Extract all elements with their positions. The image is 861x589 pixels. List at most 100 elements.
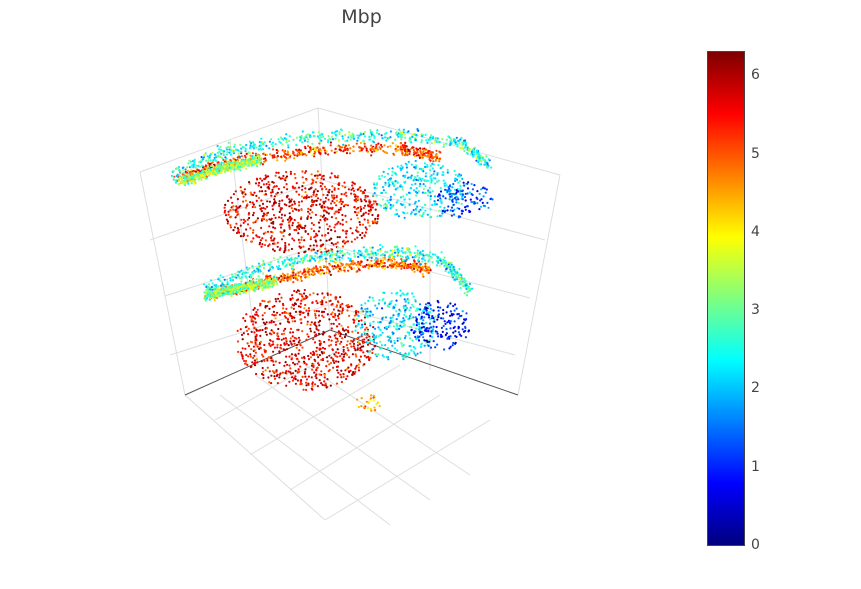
data-point [233,284,236,287]
data-point [232,229,235,232]
data-point [309,327,312,330]
data-point [457,190,460,193]
data-point [261,328,264,332]
data-point [413,155,417,158]
data-point [257,262,261,265]
grid-line [321,179,546,241]
data-point [418,185,421,188]
data-point [333,196,336,199]
data-point [314,334,317,337]
data-point [332,194,336,197]
data-point [414,213,417,216]
data-point [403,149,406,152]
data-point [240,280,243,283]
data-point [247,333,250,336]
scatter-3d-scene[interactable] [0,0,700,589]
data-point [307,307,310,310]
data-point [204,164,207,167]
data-point [182,175,185,178]
data-point [420,268,423,271]
data-point [242,332,245,335]
data-point [279,226,283,229]
data-point [216,155,219,158]
data-point [278,200,281,203]
data-point [355,142,358,145]
data-point [250,193,253,196]
data-point [434,136,437,139]
data-point [297,360,300,363]
data-point [326,360,329,363]
data-point [384,202,387,205]
data-point [422,150,425,153]
data-point [325,223,329,226]
data-point [247,213,250,216]
data-point [385,139,388,142]
data-point [323,340,326,344]
data-point [484,160,487,163]
data-point [369,149,372,152]
data-point [282,279,286,282]
data-point [352,371,355,374]
data-point [464,192,467,195]
data-point [332,267,335,271]
data-point [331,185,334,188]
data-point [365,200,368,203]
data-point [437,179,440,182]
data-point [421,156,424,159]
data-point [209,159,212,162]
data-point [294,186,297,189]
data-point [260,278,263,281]
data-point [224,156,227,159]
data-point [370,144,373,147]
data-point [322,193,325,196]
data-point [274,242,277,245]
data-point [431,156,434,160]
grid-line [229,139,259,366]
data-point [203,297,206,300]
data-point [272,181,275,184]
data-point [283,377,286,380]
data-point [234,216,237,219]
data-point [322,265,326,268]
data-point [286,258,289,261]
data-point [256,158,260,161]
data-point [370,259,373,262]
data-point [268,200,271,203]
data-point [276,343,279,346]
data-point [335,204,338,207]
data-point [260,245,263,248]
data-point [291,297,294,300]
data-point [343,253,347,256]
data-point [288,233,291,236]
data-point [316,385,319,388]
data-point [390,205,393,209]
data-point [248,147,251,150]
data-point [450,195,453,198]
data-point [249,191,252,194]
data-point [426,194,430,197]
data-point [325,150,328,153]
data-point [362,342,365,345]
data-point [283,332,286,335]
data-point [340,269,343,272]
data-point [387,136,390,140]
data-point [445,138,448,141]
data-point [226,283,229,286]
data-point [316,197,320,200]
data-point [259,144,262,147]
data-point [334,210,337,213]
data-point [269,285,272,288]
data-point [300,236,303,239]
data-point [466,192,469,195]
data-point [273,346,276,349]
data-point [319,136,322,139]
data-point [272,222,275,225]
data-point [299,151,302,154]
data-point [286,262,289,265]
data-point [178,168,181,171]
data-point [277,258,280,261]
data-point [421,273,424,276]
data-point [261,202,265,205]
data-point [345,343,348,347]
data-point [421,191,424,194]
